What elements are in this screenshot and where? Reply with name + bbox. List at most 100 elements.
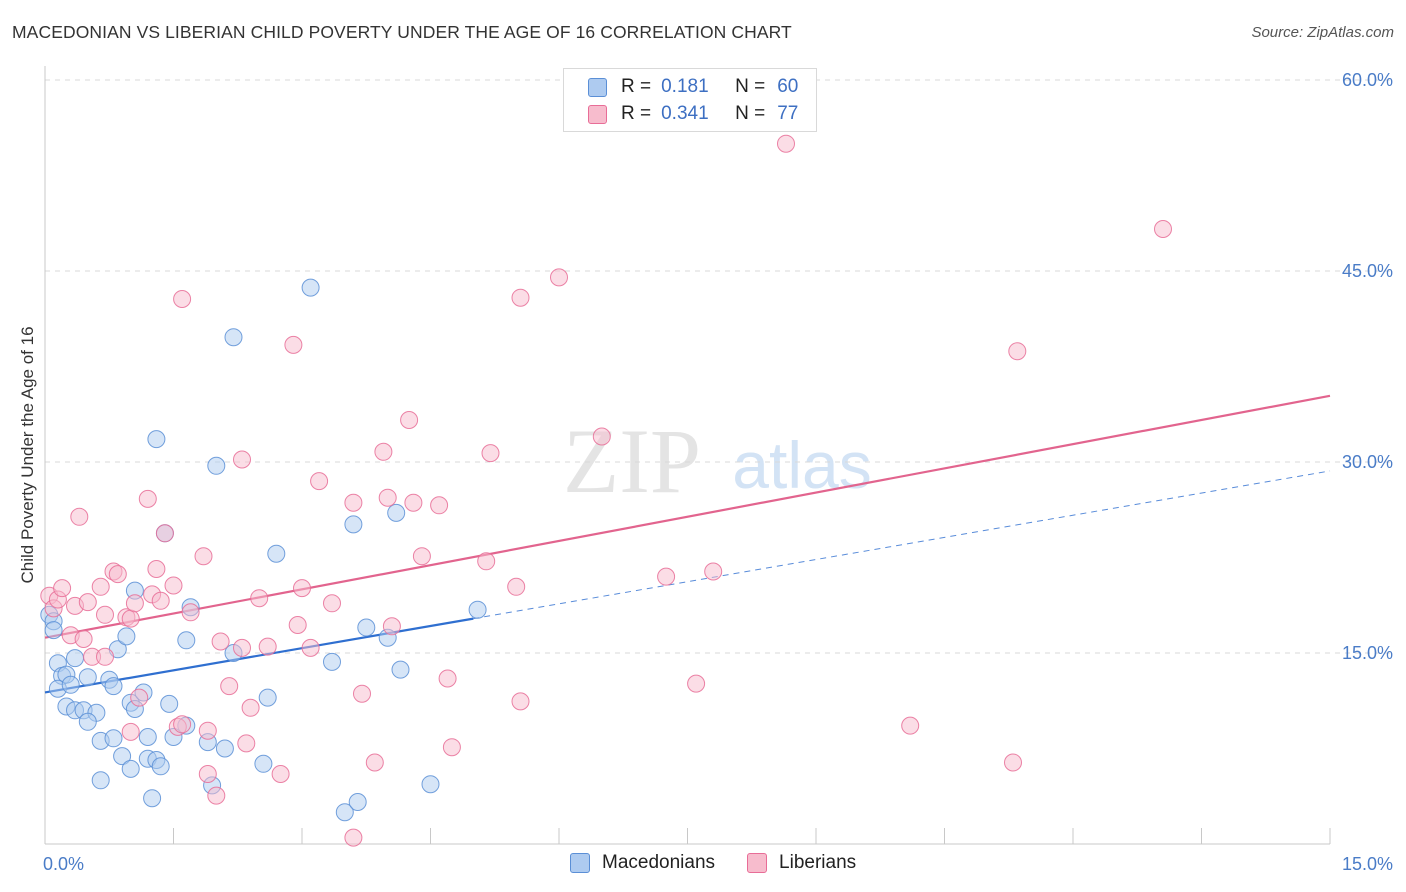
- data-point-liberians: [404, 493, 423, 512]
- data-point-macedonians: [344, 515, 363, 534]
- data-point-liberians: [374, 442, 393, 461]
- data-point-macedonians: [147, 430, 166, 449]
- data-point-macedonians: [138, 728, 157, 746]
- data-point-liberians: [181, 603, 200, 622]
- data-point-macedonians: [258, 688, 277, 707]
- legend-row-liberians: R = 0.341 N = 77: [588, 103, 798, 125]
- legend-swatch-macedonians: [588, 77, 607, 97]
- data-point-liberians: [657, 567, 676, 586]
- data-point-liberians: [233, 638, 251, 657]
- data-point-liberians: [194, 547, 213, 566]
- data-point-macedonians: [160, 694, 179, 713]
- data-point-macedonians: [61, 675, 80, 694]
- data-point-macedonians: [91, 771, 110, 790]
- data-point-macedonians: [78, 668, 97, 687]
- data-point-liberians: [511, 288, 530, 307]
- series-legend: Macedonians Liberians: [570, 852, 888, 874]
- data-point-liberians: [430, 496, 449, 515]
- x-tick-label: 0.0%: [43, 854, 84, 874]
- data-point-macedonians: [421, 775, 440, 794]
- legend-n-label: N =: [735, 76, 766, 97]
- data-point-liberians: [353, 684, 371, 703]
- series-swatch-macedonians: [570, 853, 590, 873]
- data-point-liberians: [1154, 220, 1172, 238]
- source-credit: Source: ZipAtlas.com: [1251, 24, 1394, 41]
- data-point-macedonians: [44, 621, 63, 640]
- data-point-liberians: [173, 290, 192, 308]
- chart-title: MACEDONIAN VS LIBERIAN CHILD POVERTY UND…: [12, 22, 792, 42]
- data-point-liberians: [91, 577, 110, 596]
- data-point-liberians: [121, 609, 140, 628]
- data-point-liberians: [704, 562, 723, 581]
- watermark-atlas: atlas: [732, 428, 871, 502]
- data-point-liberians: [284, 335, 303, 354]
- data-point-liberians: [477, 552, 496, 571]
- legend-row-macedonians: R = 0.181 N = 60: [588, 76, 798, 98]
- data-point-liberians: [1004, 753, 1022, 772]
- data-point-liberians: [301, 638, 320, 657]
- data-point-macedonians: [215, 739, 234, 758]
- axes: [44, 66, 1331, 845]
- series-legend-item-macedonians[interactable]: Macedonians: [570, 852, 715, 874]
- series-legend-item-liberians[interactable]: Liberians: [747, 852, 856, 874]
- data-point-liberians: [78, 593, 97, 612]
- data-point-macedonians: [104, 677, 123, 696]
- legend-r-value-liberians: 0.341: [661, 103, 709, 124]
- y-tick-label: 60.0%: [1342, 70, 1393, 90]
- data-point-macedonians: [267, 544, 286, 563]
- data-point-macedonians: [254, 754, 273, 773]
- data-point-liberians: [288, 616, 307, 634]
- data-point-macedonians: [357, 618, 376, 637]
- data-point-liberians: [125, 594, 144, 613]
- data-point-liberians: [233, 450, 251, 469]
- data-point-liberians: [442, 738, 461, 757]
- data-point-liberians: [1008, 342, 1027, 361]
- watermark-zip: ZIP: [563, 410, 701, 512]
- data-point-liberians: [130, 688, 149, 707]
- data-point-liberians: [344, 493, 363, 512]
- data-point-macedonians: [391, 660, 410, 679]
- data-point-macedonians: [335, 803, 354, 822]
- data-point-liberians: [438, 669, 457, 688]
- data-point-macedonians: [113, 747, 132, 766]
- data-point-macedonians: [117, 627, 136, 646]
- data-point-liberians: [687, 674, 706, 693]
- series-label-liberians: Liberians: [779, 852, 857, 873]
- data-point-liberians: [74, 630, 93, 648]
- data-point-liberians: [293, 579, 311, 598]
- data-point-macedonians: [78, 712, 97, 731]
- data-point-liberians: [550, 268, 568, 287]
- data-point-liberians: [164, 576, 183, 595]
- legend-n-value-macedonians: 60: [777, 76, 799, 97]
- data-point-liberians: [147, 560, 166, 578]
- trend-line-macedonians-dashed: [473, 470, 1331, 620]
- legend-swatch-liberians: [588, 104, 607, 124]
- data-point-liberians: [151, 591, 170, 610]
- data-point-liberians: [412, 547, 431, 566]
- y-tick-label: 45.0%: [1342, 261, 1393, 281]
- data-point-liberians: [344, 828, 363, 847]
- legend-n-label: N =: [735, 103, 766, 124]
- data-point-liberians: [378, 488, 397, 507]
- data-point-liberians: [323, 594, 341, 613]
- legend-r-value-macedonians: 0.181: [661, 76, 709, 97]
- data-point-macedonians: [387, 503, 406, 522]
- data-point-liberians: [121, 722, 140, 741]
- data-point-liberians: [211, 632, 230, 651]
- data-point-liberians: [241, 698, 260, 717]
- tick-labels: 15.0% 30.0% 45.0% 60.0% 0.0% 15.0%: [43, 70, 1393, 874]
- data-point-macedonians: [348, 793, 367, 811]
- data-point-macedonians: [301, 278, 320, 297]
- data-point-macedonians: [104, 729, 123, 748]
- data-point-liberians: [382, 617, 401, 636]
- data-point-liberians: [138, 489, 157, 508]
- legend-r-label: R =: [621, 103, 652, 124]
- data-point-liberians: [53, 579, 72, 598]
- data-point-liberians: [207, 786, 226, 805]
- y-tick-label: 15.0%: [1342, 643, 1393, 663]
- data-point-liberians: [96, 647, 114, 666]
- data-point-liberians: [901, 716, 920, 735]
- data-point-liberians: [108, 565, 127, 584]
- correlation-legend: R = 0.181 N = 60 R = 0.341 N = 77: [563, 68, 817, 132]
